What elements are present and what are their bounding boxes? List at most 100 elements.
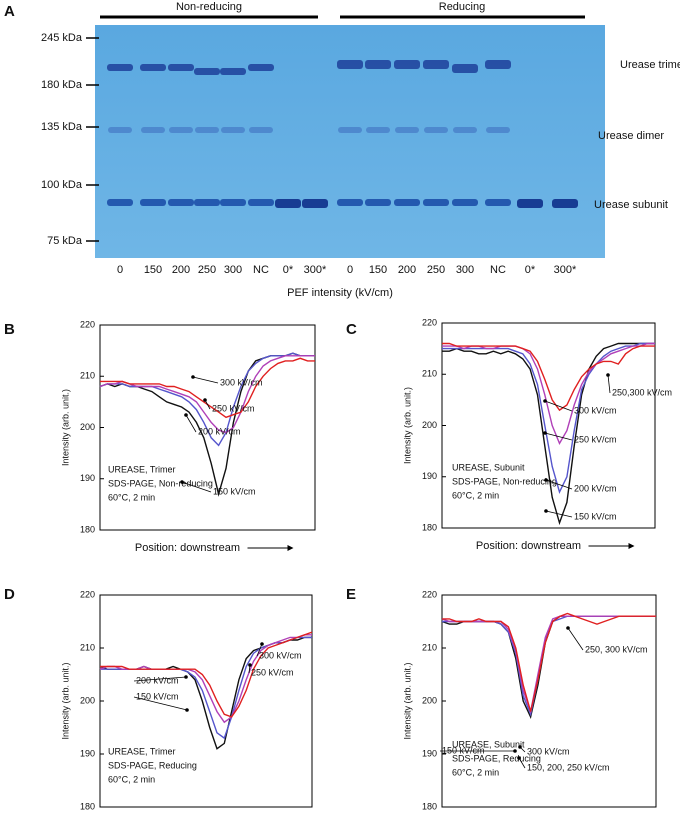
note: 60°C, 2 min: [108, 492, 155, 502]
group-label: Non-reducing: [176, 1, 242, 13]
annotation: 250 kV/cm: [251, 667, 294, 677]
lane-label: 0*: [283, 264, 294, 276]
band: [337, 199, 363, 206]
annotation-leader: [567, 627, 584, 651]
annotation: 150 kV/cm: [442, 745, 485, 755]
band: [338, 127, 362, 133]
band: [452, 199, 478, 206]
lane-label: 0: [117, 264, 123, 276]
marker-label: 245 kDa: [41, 32, 83, 44]
band: [452, 64, 478, 73]
annotation-leader: [181, 481, 212, 493]
annotation-leader: [607, 374, 611, 394]
group-label: Reducing: [439, 1, 485, 13]
annotation: 250, 300 kV/cm: [585, 644, 648, 654]
note: UREASE, Subunit: [452, 462, 525, 472]
panel-letter: E: [346, 586, 356, 603]
annotation: 200 kV/cm: [136, 675, 179, 685]
annotation: 150 kV/cm: [136, 691, 179, 701]
lane-label: 0: [347, 264, 353, 276]
series-line: [442, 612, 656, 712]
annotation-dot: [180, 480, 184, 484]
band: [194, 199, 220, 206]
band: [337, 60, 363, 69]
y-tick-label: 210: [422, 369, 437, 379]
band: [169, 127, 193, 133]
annotation-dot: [543, 399, 547, 403]
annotation-dot: [184, 675, 188, 679]
band: [423, 60, 449, 69]
annotation-dot: [185, 708, 189, 712]
marker-label: 75 kDa: [47, 235, 83, 247]
annotation: 200 kV/cm: [574, 483, 617, 493]
note: SDS-PAGE, Reducing: [108, 760, 197, 770]
y-tick-label: 190: [422, 748, 437, 758]
band: [552, 199, 578, 208]
band: [221, 127, 245, 133]
annotation: 300 kV/cm: [259, 650, 302, 660]
annotation: 250 kV/cm: [212, 403, 255, 413]
y-tick-label: 210: [80, 642, 95, 652]
band: [275, 199, 301, 208]
y-axis-label: Intensity (arb. unit.): [60, 389, 70, 466]
series-line: [99, 355, 315, 434]
band: [453, 127, 477, 133]
annotation-dot: [566, 626, 570, 630]
band: [517, 199, 543, 208]
y-tick-label: 200: [422, 695, 437, 705]
y-tick-label: 190: [80, 473, 95, 483]
lane-label: 150: [144, 264, 162, 276]
band: [302, 199, 328, 208]
y-axis-label: Intensity (arb. unit.): [402, 662, 412, 739]
annotation-dot: [248, 663, 252, 667]
band: [195, 127, 219, 133]
x-axis-label: Position: downstream: [135, 542, 240, 554]
note: 60°C, 2 min: [452, 490, 499, 500]
annotation-dot: [260, 642, 264, 646]
panel-letter: B: [4, 321, 15, 338]
note: SDS-PAGE, Non-reducing: [108, 478, 213, 488]
annotation-leader: [544, 400, 573, 412]
annotation-dot: [184, 413, 188, 417]
annotation-dot: [191, 375, 195, 379]
y-axis-label: Intensity (arb. unit.): [402, 387, 412, 464]
band: [140, 199, 166, 206]
annotation-dot: [544, 478, 548, 482]
band: [140, 64, 166, 71]
series-line: [100, 357, 315, 419]
annotation-leader: [545, 479, 573, 490]
annotation-leader: [518, 757, 526, 769]
band: [141, 127, 165, 133]
band: [365, 60, 391, 69]
band: [395, 127, 419, 133]
band: [248, 199, 274, 206]
band: [485, 199, 511, 206]
band-label: Urease trimer: [620, 59, 680, 71]
note: 60°C, 2 min: [452, 767, 499, 777]
annotation: 150, 200, 250 kV/cm: [527, 762, 610, 772]
series-line: [442, 342, 655, 412]
band: [249, 127, 273, 133]
annotation: 300 kV/cm: [527, 746, 570, 756]
note: UREASE, Trimer: [108, 746, 176, 756]
band: [485, 60, 511, 69]
lane-label: 300*: [304, 264, 327, 276]
annotation: 300 kV/cm: [574, 405, 617, 415]
y-tick-label: 220: [422, 589, 437, 599]
y-tick-label: 200: [80, 422, 95, 432]
lane-label: 0*: [525, 264, 536, 276]
band: [107, 199, 133, 206]
marker-label: 100 kDa: [41, 179, 83, 191]
panel-letter: C: [346, 321, 357, 338]
y-axis-label: Intensity (arb. unit.): [60, 662, 70, 739]
annotation-leader: [133, 676, 187, 682]
band: [168, 199, 194, 206]
y-tick-label: 220: [80, 319, 95, 329]
lane-label: 300*: [554, 264, 577, 276]
lane-label: 250: [198, 264, 216, 276]
lane-label: 200: [172, 264, 190, 276]
band: [220, 199, 246, 206]
annotation: 150 kV/cm: [574, 511, 617, 521]
note: UREASE, Trimer: [108, 464, 176, 474]
panel-letter: A: [4, 3, 15, 20]
